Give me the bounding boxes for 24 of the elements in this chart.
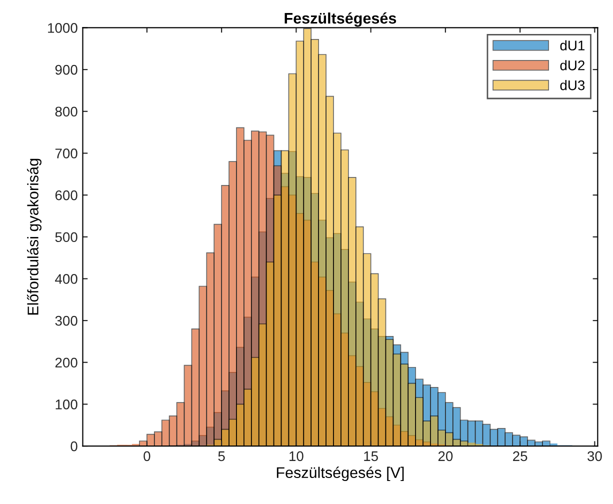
y-tick-label: 500 xyxy=(55,232,78,242)
y-tick-label: 0 xyxy=(70,441,78,452)
x-tick-label: 0 xyxy=(144,451,150,462)
x-axis-title: Feszültségesés [V] xyxy=(276,466,404,482)
y-tick-label: 300 xyxy=(55,316,78,326)
x-tick-label: 5 xyxy=(218,451,225,462)
legend-label: dU3 xyxy=(560,80,585,90)
chart-title: Feszültségesés xyxy=(284,12,396,27)
y-tick-label: 100 xyxy=(56,400,78,410)
x-tick-label: 20 xyxy=(438,451,453,462)
legend-label: dU2 xyxy=(560,60,584,70)
y-tick-label: 800 xyxy=(55,106,78,117)
x-tick-label: 10 xyxy=(290,451,304,462)
y-tick-label: 600 xyxy=(55,190,78,200)
y-tick-label: 900 xyxy=(55,64,78,75)
x-tick-label: 15 xyxy=(364,451,378,462)
y-tick-label: 700 xyxy=(55,148,78,158)
x-tick-label: 25 xyxy=(513,451,528,462)
x-tick-label: 30 xyxy=(587,451,602,462)
y-axis-title: Előfordulási gyakoriság xyxy=(27,158,42,315)
legend-label: dU1 xyxy=(560,40,584,50)
y-tick-label: 1000 xyxy=(48,23,78,33)
y-tick-label: 400 xyxy=(55,274,78,284)
y-tick-label: 200 xyxy=(55,358,78,368)
